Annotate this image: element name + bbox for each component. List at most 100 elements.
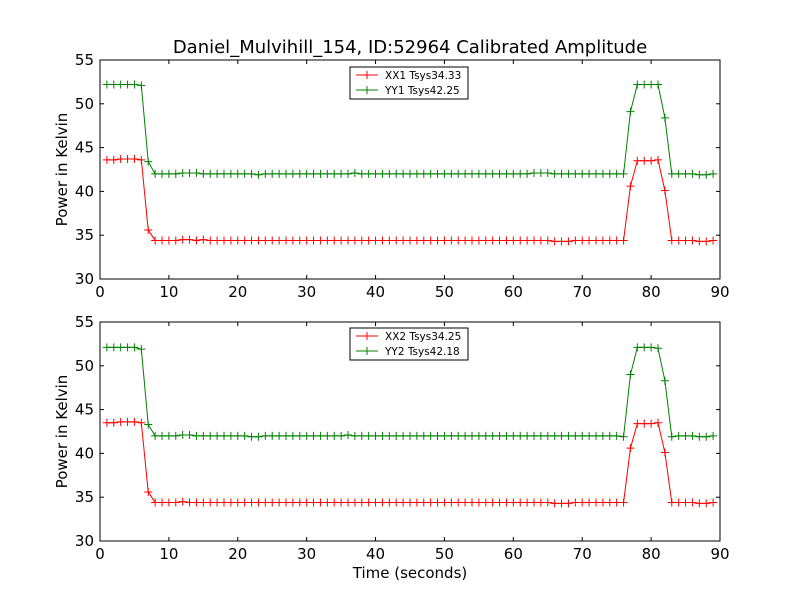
data-point-marker	[116, 80, 125, 89]
data-point-marker	[282, 498, 290, 507]
subplot-2: 0 10 20 30 40 50 60 70 80 90 30 35 40 45 50 55 Power in …	[53, 313, 730, 582]
data-point-marker	[330, 498, 339, 507]
data-point-marker	[309, 431, 318, 440]
data-point-marker	[385, 169, 394, 178]
data-point-marker	[254, 236, 263, 245]
y-tick-label: 45	[75, 401, 94, 419]
data-point-marker	[550, 237, 559, 246]
data-point-marker	[702, 237, 711, 246]
data-point-marker	[364, 236, 373, 245]
data-point-marker	[378, 236, 387, 245]
data-point-marker	[564, 237, 573, 246]
data-point-marker	[282, 169, 290, 178]
data-point-marker	[688, 431, 697, 440]
data-point-marker	[433, 169, 442, 178]
data-point-marker	[158, 498, 166, 507]
data-point-marker	[454, 498, 463, 507]
data-point-marker	[371, 169, 380, 178]
data-point-marker	[364, 498, 373, 507]
data-point-marker	[550, 169, 559, 178]
data-point-marker	[199, 431, 208, 440]
y-tick-label: 55	[75, 313, 94, 331]
data-point-marker	[144, 157, 153, 166]
data-point-marker	[213, 431, 222, 440]
data-point-marker	[130, 154, 139, 163]
data-point-marker	[640, 419, 649, 428]
data-point-marker	[536, 498, 545, 507]
data-point-marker	[192, 236, 201, 245]
data-point-marker	[102, 343, 111, 352]
data-point-marker	[116, 417, 125, 426]
data-point-marker	[619, 169, 628, 178]
plot-area-frame	[99, 321, 721, 542]
data-point-marker	[109, 155, 118, 164]
data-point-marker	[488, 431, 497, 440]
y-tick-label: 40	[75, 444, 94, 462]
data-point-marker	[302, 236, 311, 245]
data-point-marker	[158, 169, 166, 178]
data-point-marker	[454, 431, 463, 440]
data-point-marker	[102, 418, 111, 427]
data-point-marker	[178, 235, 187, 244]
data-point-marker	[357, 431, 366, 440]
data-point-marker	[323, 431, 332, 440]
data-point-marker	[185, 431, 194, 439]
data-point-marker	[633, 80, 642, 89]
data-point-marker	[144, 487, 153, 496]
data-point-marker	[240, 169, 249, 178]
data-point-marker	[164, 169, 173, 178]
data-point-marker	[192, 498, 201, 507]
y-axis-label: Power in Kelvin	[53, 375, 71, 489]
data-point-marker	[316, 498, 325, 507]
data-point-marker	[412, 236, 421, 245]
data-point-marker	[275, 236, 284, 245]
data-point-marker	[406, 498, 414, 507]
data-point-marker	[709, 169, 718, 178]
data-point-marker	[330, 169, 339, 178]
data-point-marker	[481, 498, 490, 507]
data-point-marker	[440, 431, 449, 440]
data-point-marker	[495, 169, 504, 178]
subplot-panels: 0 10 20 30 40 50 60 70 80 90 30 35 40 45 50 55 Power in …	[53, 51, 730, 582]
data-point-marker	[592, 169, 600, 178]
data-point-marker	[530, 431, 538, 440]
data-point-marker	[564, 499, 573, 508]
x-tick-label: 90	[710, 283, 729, 301]
series-1-1	[102, 154, 718, 246]
data-point-marker	[337, 431, 346, 440]
data-point-marker	[323, 498, 332, 507]
data-point-marker	[550, 431, 559, 440]
data-point-marker	[488, 236, 497, 245]
data-point-marker	[268, 169, 277, 178]
data-point-marker	[364, 169, 373, 178]
data-point-marker	[660, 376, 669, 385]
y-axis-label: Power in Kelvin	[53, 113, 71, 227]
data-point-marker	[702, 432, 711, 441]
data-point-marker	[137, 345, 146, 354]
data-point-marker	[536, 169, 545, 177]
data-point-marker	[578, 431, 587, 440]
data-point-marker	[709, 236, 718, 245]
data-point-marker	[468, 431, 476, 440]
data-point-marker	[316, 431, 325, 440]
data-point-marker	[399, 498, 408, 507]
data-point-marker	[474, 498, 483, 507]
legend-box	[349, 327, 469, 361]
data-point-marker	[695, 237, 704, 246]
data-point-marker	[585, 431, 594, 440]
data-point-marker	[247, 236, 256, 245]
data-point-marker	[302, 431, 311, 440]
data-point-marker	[357, 498, 366, 507]
data-point-marker	[123, 80, 132, 89]
data-point-marker	[406, 169, 414, 178]
data-point-marker	[275, 431, 284, 440]
y-tick-label: 35	[75, 226, 94, 244]
data-point-marker	[660, 113, 669, 122]
data-point-marker	[109, 343, 118, 352]
data-point-marker	[667, 236, 676, 245]
data-point-marker	[261, 431, 270, 440]
data-point-marker	[674, 236, 683, 245]
data-point-marker	[378, 431, 387, 440]
data-point-marker	[516, 498, 525, 507]
data-point-marker	[681, 236, 690, 245]
